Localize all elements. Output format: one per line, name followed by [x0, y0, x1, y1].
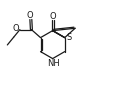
Text: O: O [49, 12, 55, 21]
Text: NH: NH [46, 59, 59, 68]
Text: O: O [26, 11, 33, 20]
Text: O: O [12, 24, 19, 33]
Text: S: S [66, 33, 71, 42]
